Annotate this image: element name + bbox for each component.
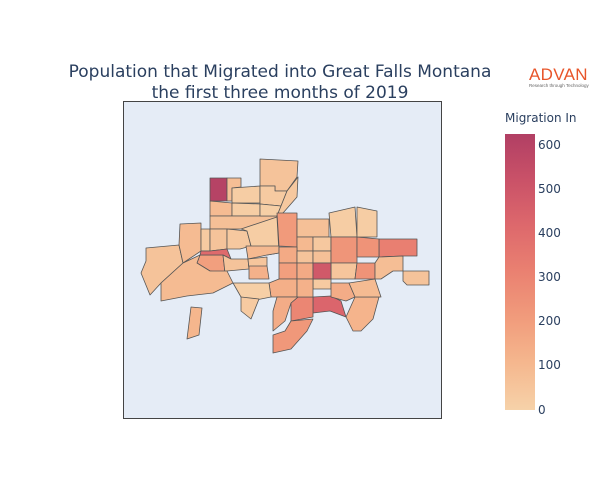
map-region[interactable] [374,255,404,280]
map-region[interactable] [272,318,314,354]
map-region[interactable] [231,185,261,204]
map-region[interactable] [186,306,203,340]
map-region[interactable] [345,296,380,332]
logo-tagline: Research through Technology [529,83,589,88]
colorbar-tick: 100 [538,358,561,372]
map-region[interactable] [312,250,332,264]
map-region[interactable] [296,250,314,264]
map-region[interactable] [354,262,376,280]
map-plot-area[interactable] [123,101,442,419]
colorbar-tick: 600 [538,138,561,152]
title-line-1: Population that Migrated into Great Fall… [68,62,492,82]
colorbar-tick: 500 [538,182,561,196]
map-region[interactable] [272,296,299,332]
map-region[interactable] [232,282,272,302]
map-region[interactable] [402,270,430,286]
colorbar-tick: 0 [538,403,546,417]
map-region[interactable] [222,254,250,274]
map-region[interactable] [348,278,382,298]
map-region[interactable] [330,236,358,264]
map-region[interactable] [226,228,252,250]
map-region[interactable] [312,278,332,290]
map-region[interactable] [200,228,211,252]
map-region[interactable] [312,236,332,252]
map-region[interactable] [312,262,332,280]
logo-brand: ADVAN [529,65,588,84]
map-region[interactable] [296,262,314,280]
map-region[interactable] [245,245,280,260]
map-region[interactable] [378,238,418,258]
map-region[interactable] [276,212,298,248]
map-region[interactable] [268,278,298,298]
chart-title: Population that Migrated into Great Fall… [60,62,500,104]
map-region[interactable] [209,177,228,202]
map-region[interactable] [328,206,358,238]
choropleth-map[interactable] [124,102,441,418]
map-region[interactable] [356,236,380,258]
colorbar-tick: 300 [538,270,561,284]
map-region[interactable] [248,265,270,280]
map-region[interactable] [296,278,314,298]
colorbar-tick: 400 [538,226,561,240]
colorbar-title: Migration In [505,111,577,125]
map-region[interactable] [278,246,298,264]
title-line-2: the first three months of 2019 [151,83,409,103]
map-region[interactable] [296,218,330,238]
map-region[interactable] [240,296,260,320]
map-region[interactable] [330,282,356,302]
map-region[interactable] [231,202,261,217]
map-region[interactable] [330,262,358,280]
map-region[interactable] [178,222,202,264]
map-region[interactable] [296,236,314,252]
colorbar [505,134,535,410]
colorbar-tick: 200 [538,314,561,328]
map-region[interactable] [209,200,233,217]
map-region[interactable] [278,262,298,280]
map-region[interactable] [209,228,228,252]
advan-logo: ADVAN Research through Technology [529,65,589,89]
map-region[interactable] [356,206,378,238]
